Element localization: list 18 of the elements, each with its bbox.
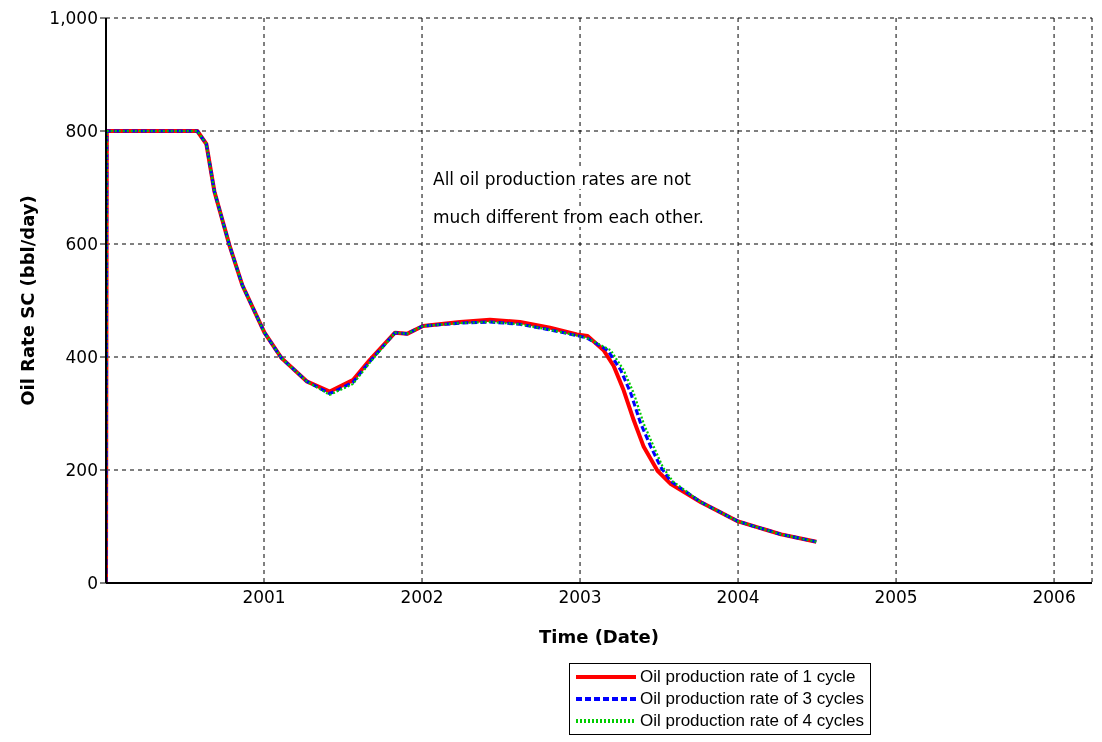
y-tick-label: 1,000 bbox=[49, 8, 98, 29]
x-axis-title: Time (Date) bbox=[538, 626, 660, 647]
annotation: All oil production rates are not much different from each other. bbox=[433, 169, 704, 227]
y-tick-label: 400 bbox=[65, 347, 98, 368]
x-tick-label: 2006 bbox=[1032, 587, 1076, 608]
x-tick-label: 2003 bbox=[558, 587, 602, 608]
x-tick-label: 2001 bbox=[242, 587, 286, 608]
legend-label: Oil production rate of 1 cycle bbox=[640, 667, 856, 687]
y-tick-label: 600 bbox=[65, 234, 98, 255]
y-tick-label: 0 bbox=[87, 573, 98, 594]
y-tick-label: 800 bbox=[65, 121, 98, 142]
y-axis-title: Oil Rate SC (bbl/day) bbox=[17, 195, 39, 406]
x-tick-label: 2005 bbox=[874, 587, 918, 608]
legend-label: Oil production rate of 4 cycles bbox=[640, 711, 864, 731]
legend-label: Oil production rate of 3 cycles bbox=[640, 689, 864, 709]
x-tick-label: 2002 bbox=[400, 587, 444, 608]
y-tick-label: 200 bbox=[65, 460, 98, 481]
x-tick-label: 2004 bbox=[716, 587, 760, 608]
